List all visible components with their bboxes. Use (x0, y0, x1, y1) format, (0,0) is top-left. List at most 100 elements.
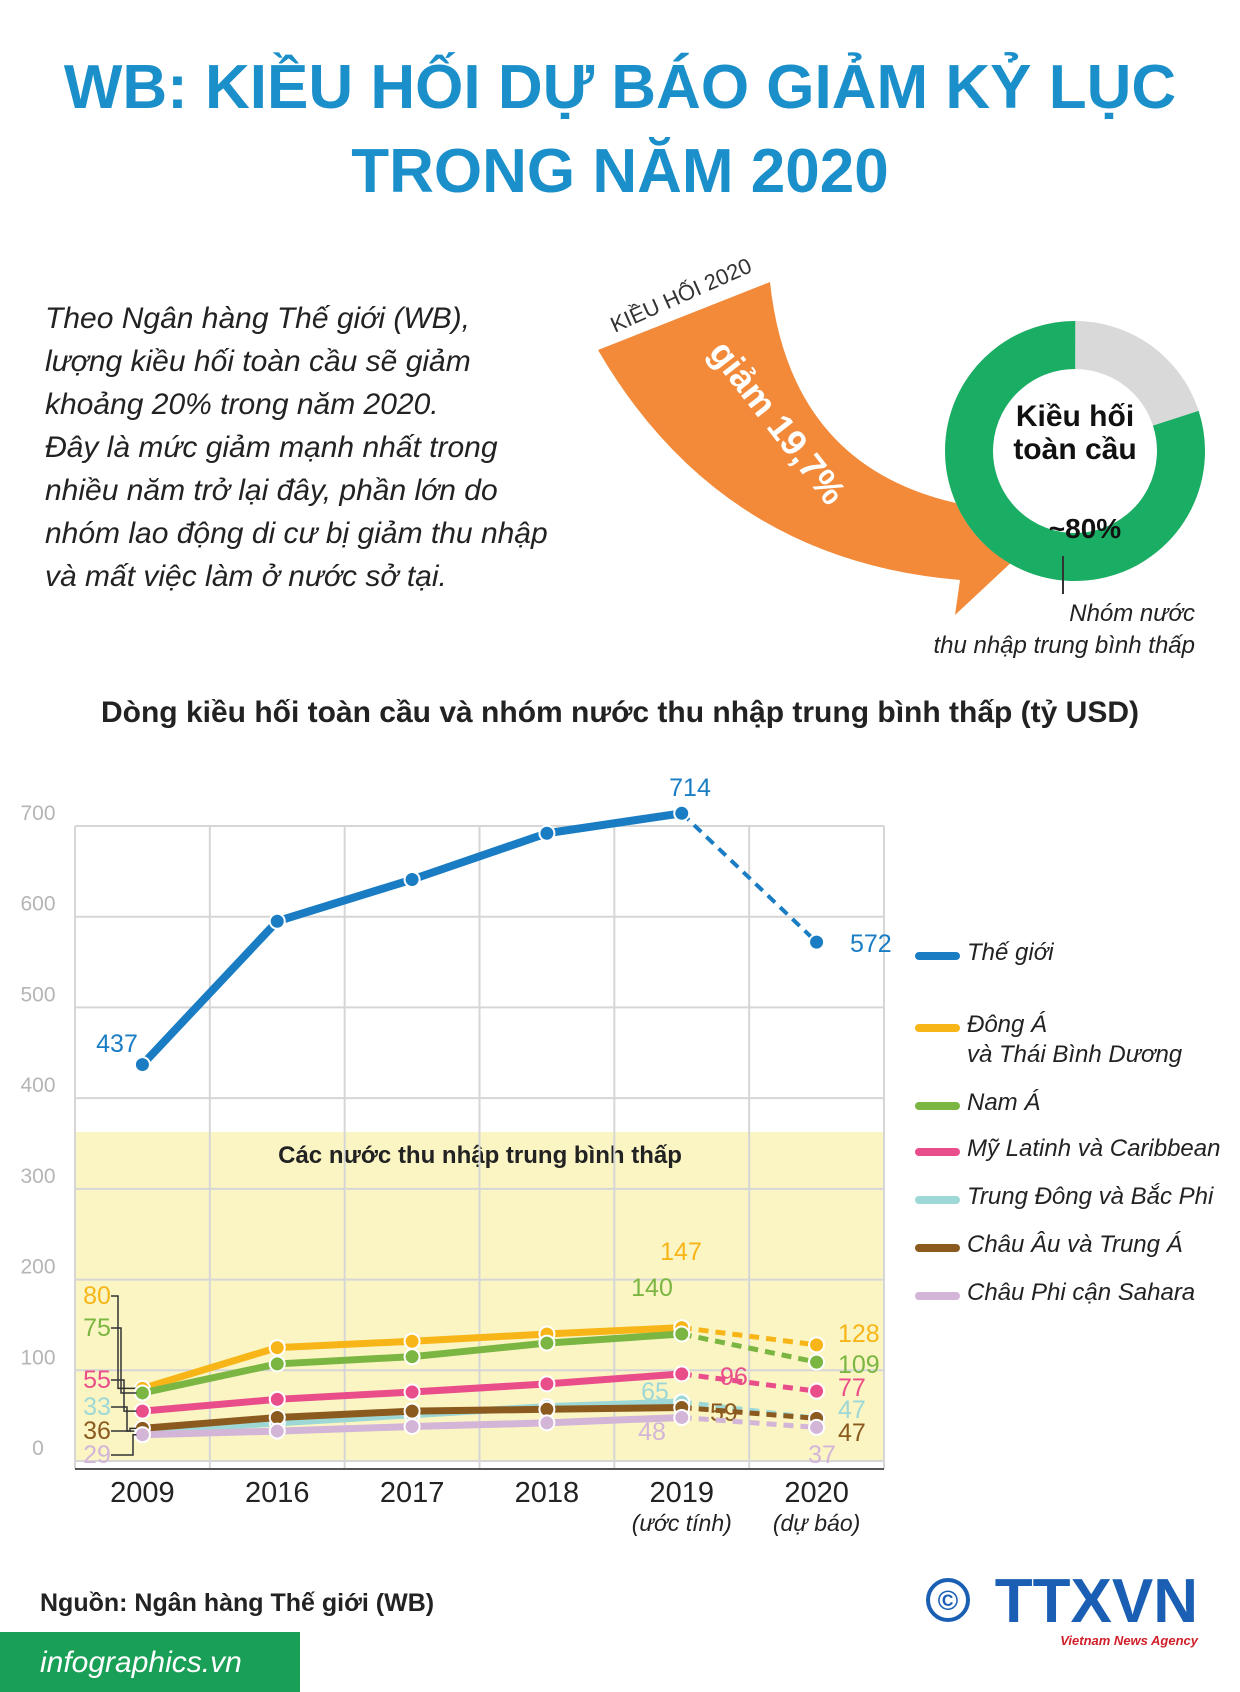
y-tick-label: 700 (20, 802, 55, 825)
logo-ring (926, 1578, 970, 1622)
legend-label: Đông Á và Thái Bình Dương (967, 1011, 1183, 1068)
legend-swatch (915, 1244, 960, 1252)
data-point (673, 1325, 691, 1343)
legend-swatch (915, 952, 960, 960)
intro-line: nhiều năm trở lại đây, phần lớn do (45, 474, 498, 507)
legend-swatch (915, 1102, 960, 1110)
value-label: 140 (631, 1274, 673, 1302)
data-point (538, 1334, 556, 1352)
legend-label: Trung Đông và Bắc Phi (967, 1183, 1214, 1210)
data-point (403, 1383, 421, 1401)
y-tick-label: 400 (20, 1074, 55, 1097)
intro-line: Đây là mức giảm mạnh nhất trong (45, 431, 498, 464)
label-leader (111, 1379, 137, 1412)
data-point (403, 1402, 421, 1420)
data-point (268, 1390, 286, 1408)
value-label: 80 (83, 1282, 111, 1310)
value-label: 48 (638, 1418, 666, 1446)
donut-note: Nhóm nước thu nhập trung bình thấp (933, 600, 1195, 659)
series-forecast-line (681, 1404, 817, 1421)
title-line: WB: KIỀU HỐI DỰ BÁO GIẢM KỶ LỤC (63, 53, 1177, 122)
value-label: 37 (808, 1441, 836, 1469)
website: infographics.vn (40, 1646, 242, 1679)
x-tick-note: (ước tính) (632, 1510, 732, 1536)
value-label: 437 (96, 1030, 138, 1058)
value-label: 33 (83, 1393, 111, 1421)
data-point (538, 1375, 556, 1393)
series-line (138, 809, 686, 1069)
value-label: 55 (83, 1366, 111, 1394)
series-forecast-line (681, 1399, 817, 1421)
label-leader (111, 1327, 137, 1394)
legend-item: Trung Đông và Bắc Phi (915, 1182, 1235, 1222)
data-point (808, 1336, 826, 1354)
donut-value-label: ~80% (1049, 513, 1121, 544)
data-point (538, 824, 556, 842)
intro-line: Theo Ngân hàng Thế giới (WB), (45, 302, 470, 335)
value-label: 128 (838, 1320, 880, 1348)
series-forecast-line (681, 1414, 817, 1430)
source: Nguồn: Ngân hàng Thế giới (WB) (40, 1589, 434, 1617)
data-point (268, 1422, 286, 1440)
data-point (268, 912, 286, 930)
legend-item: Châu Âu và Trung Á (915, 1230, 1235, 1270)
intro-line: và mất việc làm ở nước sở tại. (45, 560, 447, 593)
intro-line: khoảng 20% trong năm 2020. (45, 388, 439, 421)
footer-bar (0, 1632, 300, 1692)
legend-label: Châu Âu và Trung Á (967, 1231, 1183, 1258)
value-label: 75 (83, 1314, 111, 1342)
x-tick-label: 2009 (110, 1477, 175, 1509)
legend-swatch (915, 1292, 960, 1300)
legend-label: Mỹ Latinh và Caribbean (967, 1135, 1221, 1162)
legend-item: Đông Á và Thái Bình Dương (915, 1010, 1235, 1068)
legend-label: Châu Phi cận Sahara (967, 1279, 1196, 1306)
label-leader (111, 1427, 137, 1432)
y-tick-label: 300 (20, 1165, 55, 1188)
data-point (133, 1402, 151, 1420)
logo-mark: © (938, 1585, 959, 1616)
data-point (133, 1384, 151, 1402)
label-leader (111, 1406, 137, 1432)
data-point (808, 1418, 826, 1436)
donut-segment (945, 321, 1205, 581)
data-point (673, 1408, 691, 1426)
x-tick-note: (dự báo) (773, 1510, 860, 1536)
chart-title: Dòng kiều hối toàn cầu và nhóm nước thu … (101, 696, 1139, 729)
legend-item: Nam Á (915, 1088, 1235, 1128)
data-point (808, 1353, 826, 1371)
legend-label: Nam Á (967, 1089, 1041, 1116)
series-forecast-line (681, 1325, 817, 1348)
logo-tagline: Vietnam News Agency (1060, 1633, 1199, 1648)
legend-label: Thế giới (967, 939, 1054, 966)
data-point (673, 1365, 691, 1383)
data-point (808, 1382, 826, 1400)
legend-swatch (915, 1148, 960, 1156)
data-point (133, 1056, 151, 1074)
y-tick-label: 100 (20, 1346, 55, 1369)
data-point (268, 1355, 286, 1373)
x-tick-label: 2020 (784, 1477, 849, 1509)
legend-item: Thế giới (915, 938, 1235, 978)
y-tick-label: 600 (20, 893, 55, 916)
y-tick-label: 500 (20, 983, 55, 1006)
series-forecast-line (681, 1371, 817, 1394)
legend-item: Châu Phi cận Sahara (915, 1278, 1235, 1318)
line-chart: Các nước thu nhập trung bình thấp0100200… (20, 774, 891, 1536)
data-point (403, 1348, 421, 1366)
arrow-shape (598, 282, 1030, 615)
value-label: 572 (850, 930, 892, 958)
value-label: 109 (838, 1351, 880, 1379)
y-tick-label: 200 (20, 1256, 55, 1279)
value-label: 96 (720, 1363, 748, 1391)
intro-line: nhóm lao động di cư bị giảm thu nhập (45, 517, 548, 550)
x-tick-label: 2016 (245, 1477, 310, 1509)
value-label: 36 (83, 1417, 111, 1445)
data-point (133, 1426, 151, 1444)
title-line: TRONG NĂM 2020 (351, 137, 889, 206)
y-tick-label: 0 (32, 1437, 44, 1460)
series-forecast-line (681, 1331, 818, 1365)
label-leader (111, 1295, 137, 1390)
